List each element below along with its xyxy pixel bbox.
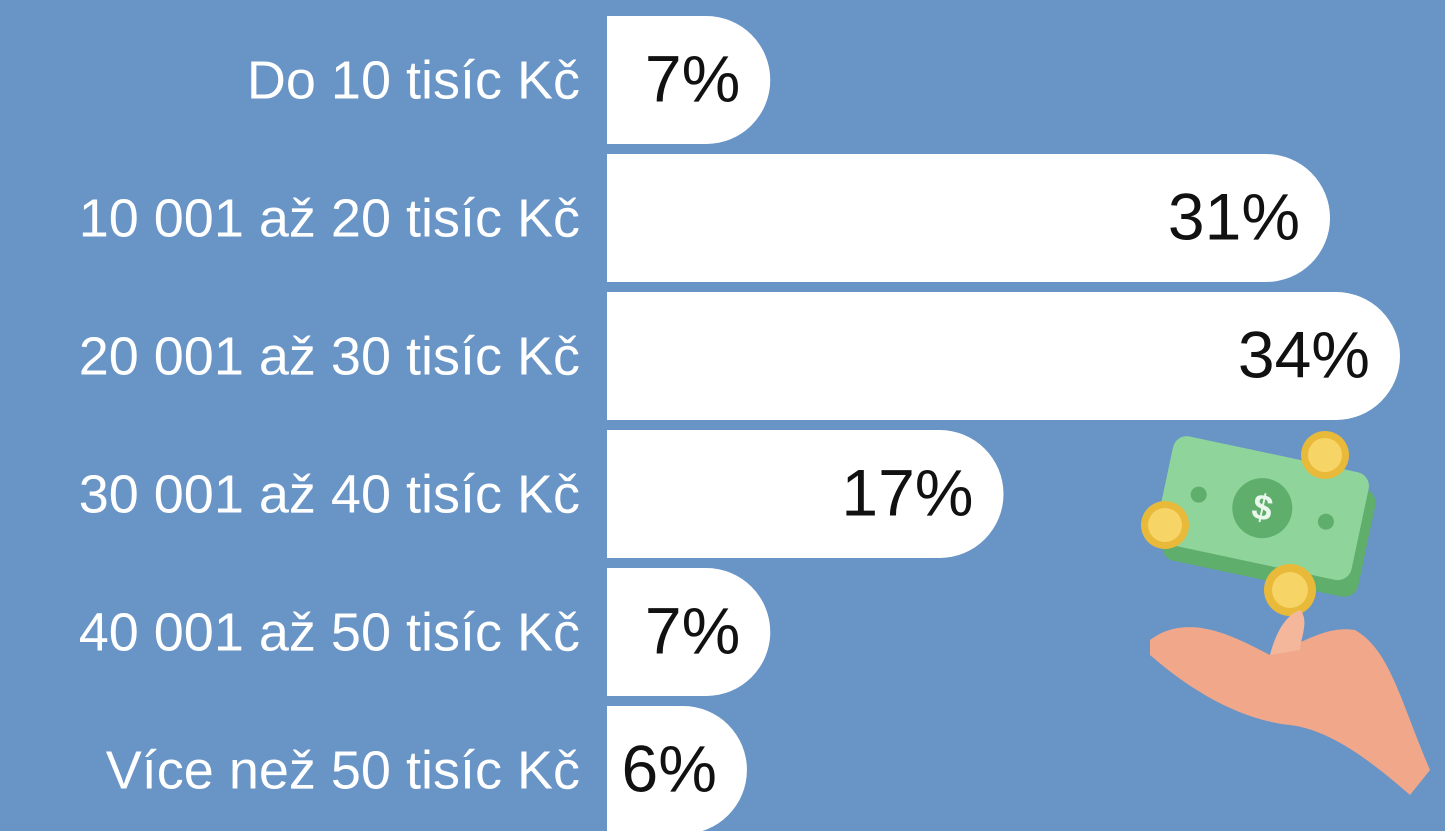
bar	[607, 154, 1331, 282]
category-label: Do 10 tisíc Kč	[247, 50, 580, 110]
bar	[607, 16, 771, 144]
illustration: $	[1141, 431, 1430, 795]
value-label: 6%	[622, 731, 717, 805]
category-label: 30 001 až 40 tisíc Kč	[79, 464, 580, 524]
category-label: 20 001 až 30 tisíc Kč	[79, 326, 580, 386]
value-label: 7%	[645, 593, 740, 667]
category-label: Více než 50 tisíc Kč	[106, 740, 580, 800]
value-label: 31%	[1168, 179, 1300, 253]
value-label: 34%	[1238, 317, 1370, 391]
category-label: 10 001 až 20 tisíc Kč	[79, 188, 580, 248]
bar	[607, 706, 747, 831]
bar	[607, 430, 1004, 558]
bar	[607, 292, 1400, 420]
value-label: 17%	[841, 455, 973, 529]
value-label: 7%	[645, 41, 740, 115]
category-label: 40 001 až 50 tisíc Kč	[79, 602, 580, 662]
bar	[607, 568, 771, 696]
